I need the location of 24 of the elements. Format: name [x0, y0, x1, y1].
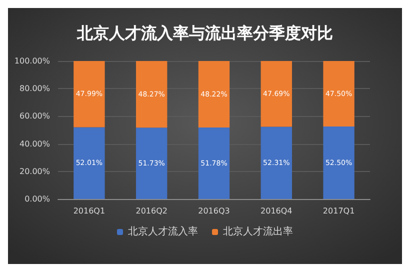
chart-title: 北京人才流入率与流出率分季度对比 — [76, 24, 333, 42]
bar — [260, 126, 292, 199]
legend-label: 北京人才流出率 — [223, 226, 293, 238]
bar — [136, 61, 168, 128]
y-tick-label: 20.00% — [19, 166, 50, 176]
y-tick-label: 100.00% — [14, 56, 50, 66]
legend-label: 北京人才流入率 — [128, 226, 198, 238]
y-tick-label: 60.00% — [19, 112, 50, 121]
bar — [323, 61, 354, 127]
bar — [198, 128, 230, 199]
x-tick-label: 2016Q2 — [136, 206, 168, 216]
bar — [136, 128, 168, 199]
x-tick-label: 2017Q1 — [322, 206, 355, 216]
y-tick-label: 80.00% — [19, 84, 50, 94]
bar — [74, 127, 105, 199]
y-tick-label: 0.00% — [24, 194, 50, 204]
bar — [74, 61, 105, 128]
bar — [323, 126, 354, 199]
x-tick-label: 2016Q4 — [260, 206, 292, 216]
x-tick-label: 2016Q3 — [198, 206, 230, 216]
bar — [198, 61, 230, 128]
bar — [260, 61, 292, 127]
y-tick-label: 40.00% — [19, 139, 50, 148]
x-tick-label: 2016Q1 — [73, 206, 106, 216]
